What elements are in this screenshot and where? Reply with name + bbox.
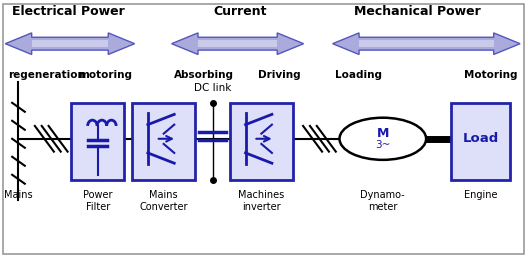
Text: Motoring: Motoring xyxy=(464,70,517,80)
Bar xyxy=(230,103,293,180)
Polygon shape xyxy=(333,33,520,54)
Text: Mechanical Power: Mechanical Power xyxy=(354,5,480,18)
Bar xyxy=(71,103,124,180)
Text: Machines
inverter: Machines inverter xyxy=(238,190,285,212)
Text: Dynamo-
meter: Dynamo- meter xyxy=(361,190,405,212)
Text: 3~: 3~ xyxy=(375,140,391,150)
Text: DC link: DC link xyxy=(194,82,231,93)
Text: Mains
Converter: Mains Converter xyxy=(139,190,188,212)
Text: Absorbing: Absorbing xyxy=(174,70,234,80)
Text: Driving: Driving xyxy=(258,70,301,80)
Polygon shape xyxy=(5,33,135,54)
Circle shape xyxy=(340,118,426,160)
Text: Mains: Mains xyxy=(4,190,33,200)
Polygon shape xyxy=(359,41,494,47)
Text: Current: Current xyxy=(213,5,267,18)
Bar xyxy=(132,103,195,180)
Bar xyxy=(451,103,510,180)
Polygon shape xyxy=(32,41,108,47)
Text: Engine: Engine xyxy=(464,190,497,200)
Text: Loading: Loading xyxy=(335,70,382,80)
Text: Power
Filter: Power Filter xyxy=(83,190,112,212)
Polygon shape xyxy=(198,41,277,47)
Text: Load: Load xyxy=(463,132,498,145)
Text: Electrical Power: Electrical Power xyxy=(12,5,125,18)
Polygon shape xyxy=(172,33,304,54)
Text: M: M xyxy=(376,127,389,140)
Text: regeneration: regeneration xyxy=(8,70,85,80)
Text: motoring: motoring xyxy=(78,70,132,80)
